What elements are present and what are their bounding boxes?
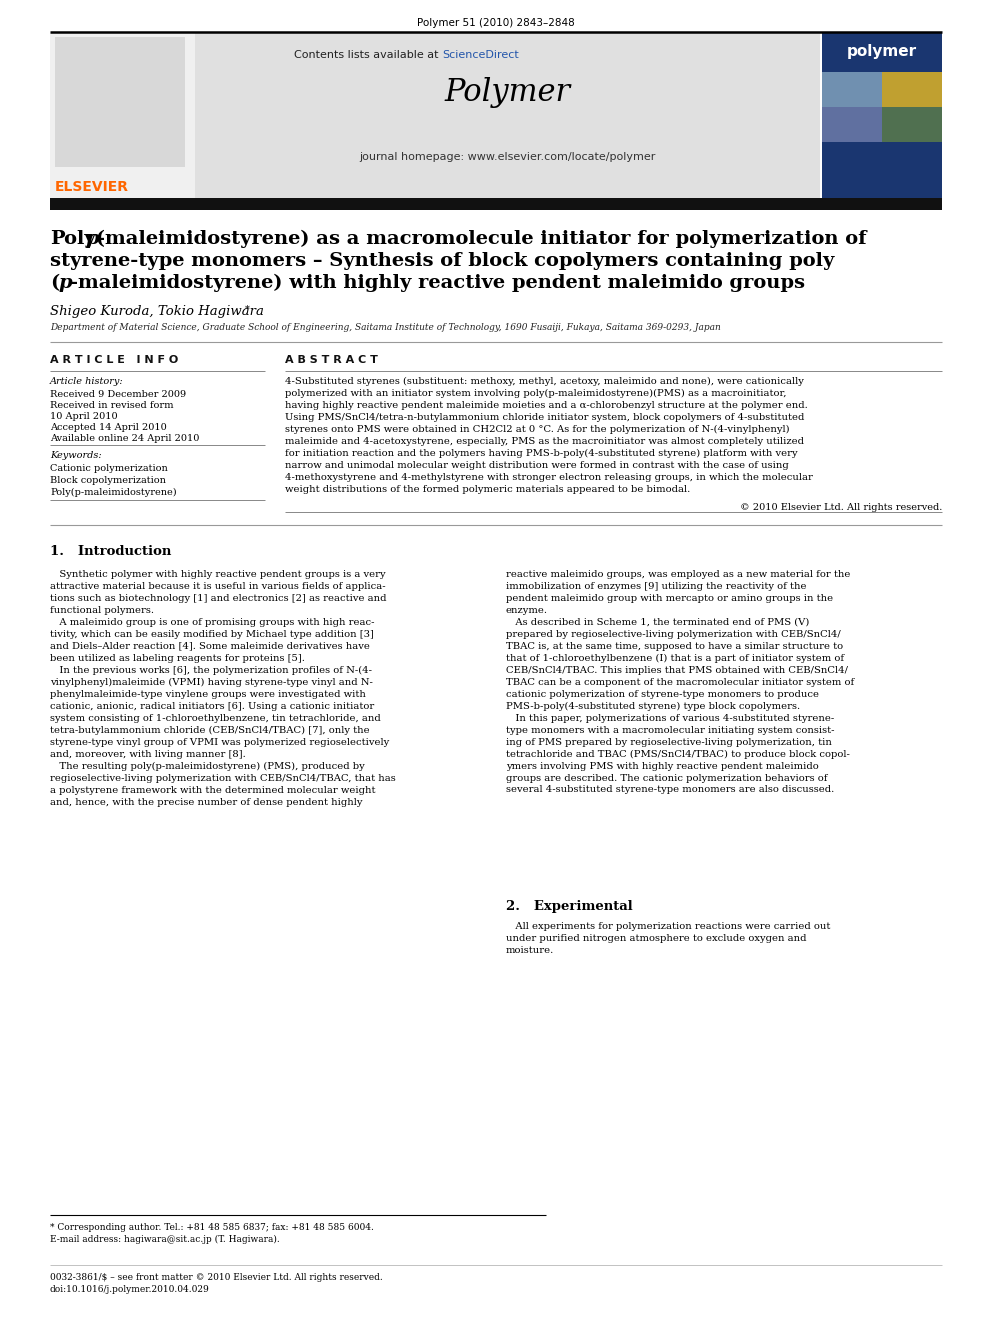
Text: Polymer 51 (2010) 2843–2848: Polymer 51 (2010) 2843–2848 (417, 19, 575, 28)
Text: © 2010 Elsevier Ltd. All rights reserved.: © 2010 Elsevier Ltd. All rights reserved… (740, 503, 942, 512)
Text: reactive maleimido groups, was employed as a new material for the
immobilization: reactive maleimido groups, was employed … (506, 570, 854, 794)
Text: 0032-3861/$ – see front matter © 2010 Elsevier Ltd. All rights reserved.: 0032-3861/$ – see front matter © 2010 El… (50, 1273, 383, 1282)
Text: Department of Material Science, Graduate School of Engineering, Saitama Institut: Department of Material Science, Graduate… (50, 323, 721, 332)
Text: polymer: polymer (847, 44, 917, 60)
Text: -maleimidostyrene) with highly reactive pendent maleimido groups: -maleimidostyrene) with highly reactive … (70, 274, 805, 292)
Text: -maleimidostyrene) as a macromolecule initiator for polymerization of: -maleimidostyrene) as a macromolecule in… (97, 230, 866, 249)
Text: 10 April 2010: 10 April 2010 (50, 411, 118, 421)
Text: 1.   Introduction: 1. Introduction (50, 545, 172, 558)
Text: p: p (59, 274, 72, 292)
Text: 2.   Experimental: 2. Experimental (506, 900, 633, 913)
Text: Accepted 14 April 2010: Accepted 14 April 2010 (50, 423, 167, 433)
Bar (822, 71, 882, 107)
Bar (55, 37, 185, 167)
Bar (50, 198, 942, 210)
Text: A R T I C L E   I N F O: A R T I C L E I N F O (50, 355, 179, 365)
Text: Poly(p-maleimidostyrene): Poly(p-maleimidostyrene) (50, 488, 177, 497)
Text: ELSEVIER: ELSEVIER (55, 180, 129, 194)
Text: * Corresponding author. Tel.: +81 48 585 6837; fax: +81 48 585 6004.: * Corresponding author. Tel.: +81 48 585… (50, 1222, 374, 1232)
Text: Article history:: Article history: (50, 377, 124, 386)
Text: (: ( (50, 274, 60, 292)
Text: A B S T R A C T: A B S T R A C T (285, 355, 378, 365)
Text: Shigeo Kuroda, Tokio Hagiwara: Shigeo Kuroda, Tokio Hagiwara (50, 306, 264, 318)
Text: Poly(: Poly( (50, 230, 105, 249)
Text: 4-Substituted styrenes (substituent: methoxy, methyl, acetoxy, maleimido and non: 4-Substituted styrenes (substituent: met… (285, 377, 812, 493)
Text: Synthetic polymer with highly reactive pendent groups is a very
attractive mater: Synthetic polymer with highly reactive p… (50, 570, 396, 807)
Bar (822, 107, 882, 142)
Text: ScienceDirect: ScienceDirect (442, 50, 519, 60)
Text: p: p (86, 230, 99, 247)
Text: Received in revised form: Received in revised form (50, 401, 174, 410)
Text: Block copolymerization: Block copolymerization (50, 476, 166, 486)
Text: journal homepage: www.elsevier.com/locate/polymer: journal homepage: www.elsevier.com/locat… (359, 152, 656, 161)
Text: E-mail address: hagiwara@sit.ac.jp (T. Hagiwara).: E-mail address: hagiwara@sit.ac.jp (T. H… (50, 1234, 280, 1244)
Text: Cationic polymerization: Cationic polymerization (50, 464, 168, 474)
Text: Keywords:: Keywords: (50, 451, 101, 460)
Text: Received 9 December 2009: Received 9 December 2009 (50, 390, 186, 400)
Bar (882, 107, 942, 142)
Text: Available online 24 April 2010: Available online 24 April 2010 (50, 434, 199, 443)
Text: Contents lists available at: Contents lists available at (295, 50, 442, 60)
Bar (195, 32, 820, 210)
Text: Polymer: Polymer (444, 77, 570, 108)
Text: doi:10.1016/j.polymer.2010.04.029: doi:10.1016/j.polymer.2010.04.029 (50, 1285, 209, 1294)
Text: styrene-type monomers – Synthesis of block copolymers containing poly: styrene-type monomers – Synthesis of blo… (50, 251, 834, 270)
Bar (822, 32, 942, 210)
Text: All experiments for polymerization reactions were carried out
under purified nit: All experiments for polymerization react… (506, 922, 830, 955)
Bar (882, 71, 942, 107)
Text: *: * (245, 306, 250, 314)
Bar (50, 32, 195, 198)
